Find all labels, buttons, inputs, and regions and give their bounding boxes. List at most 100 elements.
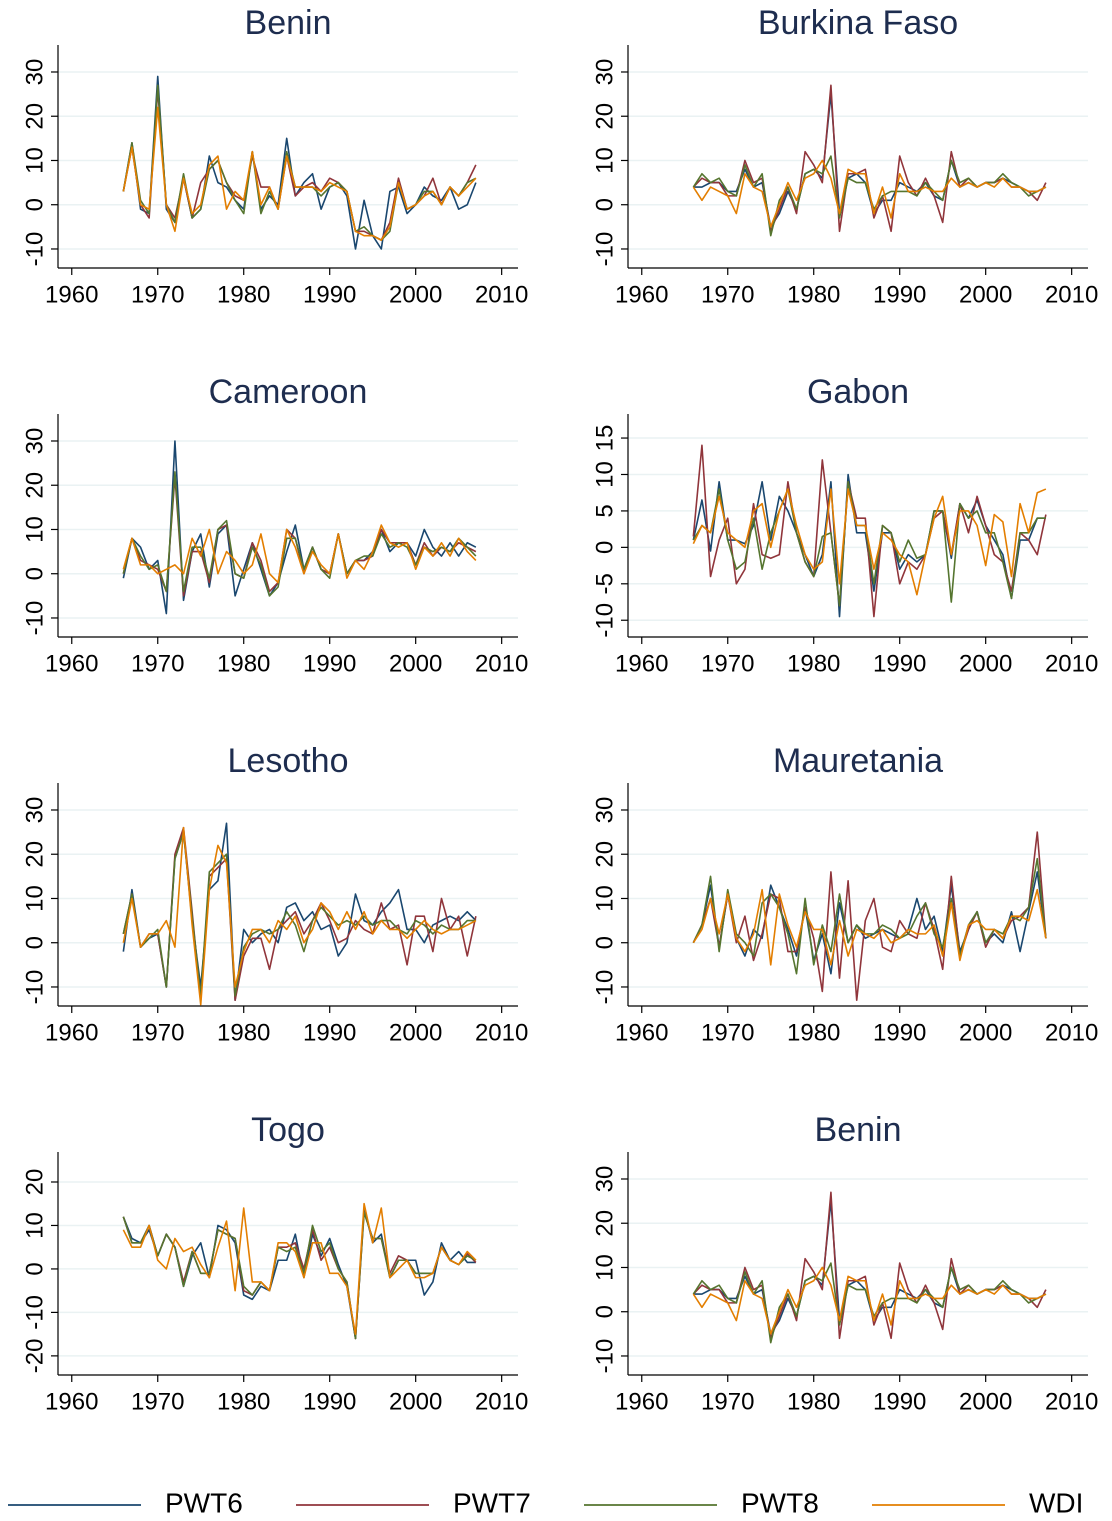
- series-line: WDI: [122, 106, 477, 241]
- x-tick-label: 1990: [303, 1019, 356, 1046]
- series-line: WDI: [692, 888, 1047, 966]
- x-tick-label: 1980: [217, 281, 270, 308]
- panel-title: Benin: [815, 1111, 902, 1149]
- series-line: WDI: [122, 826, 477, 1006]
- series-line: PWT7: [692, 831, 1047, 1002]
- series-line: WDI: [122, 1202, 477, 1335]
- y-tick-label: -10: [591, 603, 618, 638]
- y-tick-label: 20: [591, 841, 618, 868]
- x-tick-label: 1970: [701, 1019, 754, 1046]
- y-tick-label: 10: [21, 516, 48, 543]
- legend-label: PWT8: [741, 1487, 819, 1518]
- y-tick-label: 10: [591, 885, 618, 912]
- x-tick-label: 1960: [615, 281, 668, 308]
- y-tick-label: -10: [21, 970, 48, 1005]
- x-tick-label: 1990: [303, 281, 356, 308]
- y-tick-label: 0: [21, 936, 48, 949]
- panel-title: Togo: [251, 1111, 325, 1149]
- y-tick-label: 20: [591, 1210, 618, 1237]
- panel-title: Lesotho: [228, 742, 349, 780]
- x-tick-label: 2010: [1045, 1388, 1098, 1415]
- x-tick-label: 1980: [217, 1019, 270, 1046]
- x-tick-label: 2000: [959, 650, 1012, 677]
- x-tick-label: 2000: [389, 650, 442, 677]
- x-tick-label: 2000: [959, 281, 1012, 308]
- x-tick-label: 2010: [475, 281, 528, 308]
- x-tick-label: 1980: [217, 1388, 270, 1415]
- y-tick-label: 0: [21, 567, 48, 580]
- y-tick-label: -5: [591, 573, 618, 594]
- x-tick-label: 1970: [701, 281, 754, 308]
- x-tick-label: 1980: [787, 1388, 840, 1415]
- series-line: PWT7: [122, 826, 477, 1002]
- series-line: PWT6: [122, 440, 477, 615]
- x-tick-label: 1960: [45, 281, 98, 308]
- x-tick-label: 1990: [303, 650, 356, 677]
- series-line: WDI: [692, 159, 1047, 228]
- panel-title: Cameroon: [209, 373, 368, 411]
- y-tick-label: 5: [591, 504, 618, 517]
- x-tick-label: 1980: [217, 650, 270, 677]
- panel-title: Gabon: [807, 373, 909, 411]
- y-tick-label: 10: [21, 885, 48, 912]
- y-tick-label: 20: [21, 1169, 48, 1196]
- y-tick-label: 10: [21, 1212, 48, 1239]
- y-tick-label: -20: [21, 1339, 48, 1374]
- series-line: PWT8: [122, 831, 476, 997]
- y-tick-label: 30: [21, 59, 48, 86]
- x-tick-label: 1970: [131, 650, 184, 677]
- x-tick-label: 1970: [131, 1019, 184, 1046]
- y-tick-label: -10: [591, 232, 618, 267]
- y-tick-label: 30: [591, 797, 618, 824]
- x-tick-label: 1990: [873, 650, 926, 677]
- series-line: WDI: [692, 488, 1047, 596]
- x-tick-label: 1960: [45, 650, 98, 677]
- y-tick-label: 10: [591, 461, 618, 488]
- x-tick-label: 2000: [389, 281, 442, 308]
- x-tick-label: 1990: [873, 1388, 926, 1415]
- x-tick-label: 2010: [475, 1019, 528, 1046]
- y-tick-label: 10: [591, 147, 618, 174]
- x-tick-label: 2000: [389, 1019, 442, 1046]
- y-tick-label: 20: [591, 103, 618, 130]
- x-tick-label: 1970: [701, 1388, 754, 1415]
- series-line: PWT8: [692, 857, 1047, 975]
- y-tick-label: 30: [21, 797, 48, 824]
- y-tick-label: 30: [591, 59, 618, 86]
- y-tick-label: 20: [21, 472, 48, 499]
- x-tick-label: 1990: [873, 1019, 926, 1046]
- x-tick-label: 1960: [45, 1388, 98, 1415]
- series-line: WDI: [122, 524, 477, 584]
- x-tick-label: 1980: [787, 1019, 840, 1046]
- x-tick-label: 2010: [475, 1388, 528, 1415]
- x-tick-label: 1960: [615, 650, 668, 677]
- y-tick-label: -10: [21, 1295, 48, 1330]
- x-tick-label: 1970: [701, 650, 754, 677]
- panel-title: Benin: [245, 4, 332, 42]
- series-line: PWT8: [122, 1211, 477, 1340]
- series-line: PWT7: [122, 1211, 477, 1340]
- series-line: PWT7: [692, 444, 1047, 618]
- series-line: WDI: [692, 1266, 1047, 1335]
- y-tick-label: 0: [591, 541, 618, 554]
- legend-label: PWT6: [165, 1487, 243, 1518]
- x-tick-label: 2000: [959, 1388, 1012, 1415]
- x-tick-label: 1960: [615, 1019, 668, 1046]
- x-tick-label: 1980: [787, 650, 840, 677]
- panel-title: Mauretania: [773, 742, 943, 780]
- y-tick-label: 30: [591, 1166, 618, 1193]
- y-tick-label: 10: [591, 1254, 618, 1281]
- x-tick-label: 1970: [131, 281, 184, 308]
- series-line: PWT7: [692, 84, 1047, 233]
- y-tick-label: 0: [591, 198, 618, 211]
- x-tick-label: 2010: [1045, 281, 1098, 308]
- x-tick-label: 2000: [389, 1388, 442, 1415]
- x-tick-label: 1960: [45, 1019, 98, 1046]
- y-tick-label: 20: [21, 841, 48, 868]
- y-tick-label: 0: [591, 936, 618, 949]
- y-tick-label: 15: [591, 425, 618, 452]
- x-tick-label: 2010: [475, 650, 528, 677]
- y-tick-label: -10: [21, 232, 48, 267]
- series-line: PWT8: [122, 84, 477, 241]
